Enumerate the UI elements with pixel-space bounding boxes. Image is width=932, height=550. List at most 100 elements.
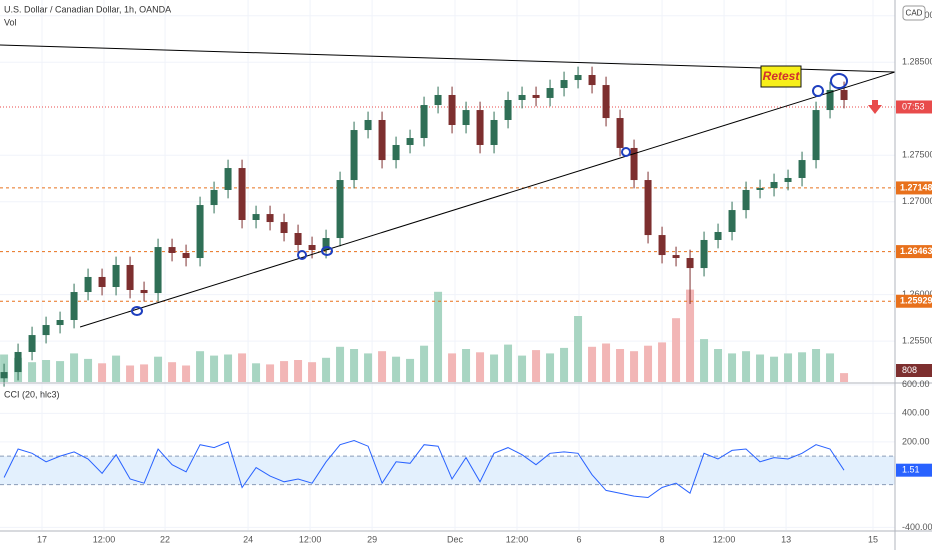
volume-bar [350, 349, 359, 382]
circle-marker [812, 85, 824, 97]
volume-bar [42, 360, 51, 382]
volume-bar [476, 352, 485, 382]
volume-bar [140, 364, 149, 382]
candle-body [112, 264, 120, 288]
x-tick-label: 24 [243, 534, 253, 544]
candle-body [448, 94, 456, 126]
volume-bar [392, 356, 401, 382]
x-tick-label: 12:00 [93, 534, 116, 544]
candle-body [504, 100, 512, 120]
volume-bar [266, 364, 275, 382]
volume-bar [434, 291, 443, 382]
volume-bar [56, 361, 65, 382]
volume-bar [308, 362, 317, 382]
y-tick-label: 400.00 [902, 408, 930, 418]
cci-value: 1.51 [902, 465, 920, 475]
level-label-box [896, 294, 932, 308]
volume-bar [126, 365, 135, 382]
last-price-box [896, 100, 932, 114]
x-tick-label: Dec [447, 534, 464, 544]
volume-bar [700, 339, 709, 382]
volume-bar [784, 353, 793, 382]
candle-body [126, 264, 134, 290]
y-tick-label: -400.00 [902, 522, 932, 532]
candle-body [84, 276, 92, 293]
chart-title: U.S. Dollar / Canadian Dollar, 1h, OANDA [4, 4, 171, 14]
volume-label: Vol [4, 17, 17, 27]
candle-body [644, 180, 652, 236]
volume-bar [336, 346, 345, 382]
candle-body [196, 205, 204, 259]
y-tick-label: 1.25500 [902, 335, 932, 345]
candle-body [798, 160, 806, 178]
currency: CAD [906, 9, 923, 18]
candle-body [350, 130, 358, 181]
candle-body [728, 210, 736, 232]
volume-bar [364, 353, 373, 382]
candle-body [210, 189, 218, 206]
volume-bar [798, 352, 807, 382]
candle-body [532, 94, 540, 98]
circle-marker [131, 306, 143, 316]
volume-bar [672, 318, 681, 382]
level-label: 1.27148 [900, 182, 932, 192]
volume-bar [616, 349, 625, 382]
candle-body [840, 89, 848, 101]
x-tick-label: 15 [868, 534, 878, 544]
volume-bar [686, 289, 695, 382]
volume-bar [504, 344, 513, 382]
trendline [0, 44, 896, 73]
candle-body [364, 119, 372, 131]
candle-body [602, 85, 610, 119]
candle-body [280, 222, 288, 234]
candle-body [14, 351, 22, 373]
volume-bar [770, 356, 779, 382]
candle-body [574, 75, 582, 81]
volume-value: 808 [902, 365, 917, 375]
x-tick-label: 17 [37, 534, 47, 544]
x-tick-label: 8 [660, 534, 665, 544]
cci-value-box [896, 463, 932, 477]
candle-body [630, 147, 638, 181]
level-label: 1.26463 [900, 246, 932, 256]
circle-marker [321, 246, 333, 256]
markers [131, 73, 848, 316]
candle-body [686, 258, 694, 269]
volume-bar [406, 358, 415, 382]
candle-body [28, 335, 36, 352]
volume-bar [826, 353, 835, 382]
candle-body [378, 119, 386, 161]
volume-bar [168, 362, 177, 382]
candle-body [238, 168, 246, 220]
volume-bar [378, 351, 387, 382]
candle-body [546, 88, 554, 98]
level-label-box [896, 245, 932, 259]
y-tick-label: 1.27500 [902, 150, 932, 160]
x-tick-label: 12:00 [299, 534, 322, 544]
grid [0, 0, 895, 530]
volume-bar [154, 356, 163, 382]
axis: 1.255001.260001.270001.275001.285001.290… [37, 10, 932, 544]
x-tick-label: 6 [577, 534, 582, 544]
volume-bar [490, 354, 499, 382]
volume-bar [588, 346, 597, 382]
candle-body [462, 110, 470, 126]
volume-bar [644, 345, 653, 382]
volume-bar [756, 354, 765, 382]
countdown-label: 07:53 [902, 101, 925, 111]
x-tick-label: 29 [367, 534, 377, 544]
down-arrow [868, 100, 882, 114]
candle-body [770, 181, 778, 189]
candle-body [294, 233, 302, 246]
candle-body [0, 372, 8, 379]
volume-bar [224, 354, 233, 382]
circle-marker [830, 73, 848, 89]
circle-marker [297, 250, 307, 260]
candle-body [700, 239, 708, 269]
volume-bar [448, 353, 457, 382]
candle-body [672, 255, 680, 259]
volume-bar [252, 363, 261, 382]
candle-body [616, 118, 624, 148]
volume-bar [84, 358, 93, 382]
